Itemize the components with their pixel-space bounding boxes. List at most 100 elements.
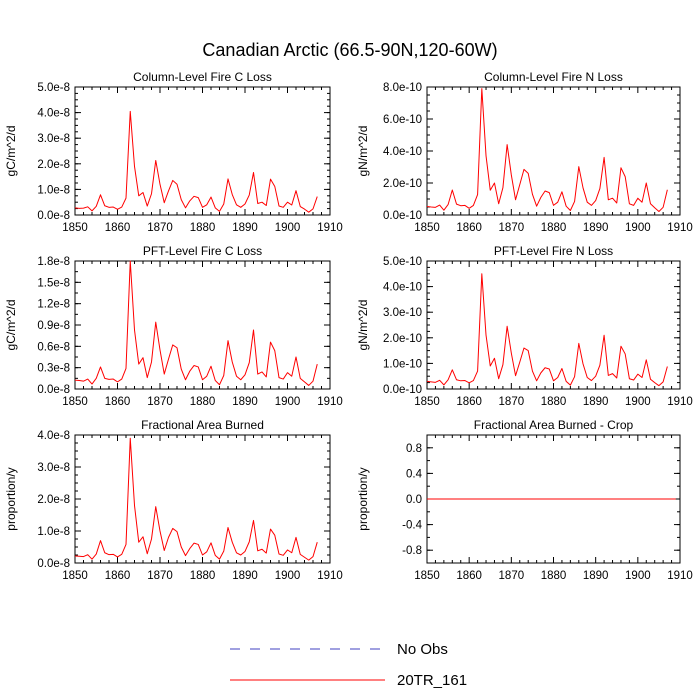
- y-tick-label: 0.9e-8: [37, 320, 70, 332]
- y-axis-label: proportion/y: [4, 467, 18, 530]
- x-tick-label: 1900: [625, 396, 651, 408]
- panel-title: PFT-Level Fire N Loss: [494, 244, 613, 258]
- x-tick-label: 1890: [232, 570, 258, 582]
- x-tick-label: 1850: [414, 396, 440, 408]
- y-tick-label: 1.0e-8: [37, 184, 70, 196]
- y-tick-label: -0.8: [402, 545, 422, 557]
- panel-title: PFT-Level Fire C Loss: [143, 244, 262, 258]
- y-axis-label: gN/m^2/d: [356, 300, 370, 351]
- plot-frame: [74, 86, 331, 216]
- x-tick-label: 1870: [147, 396, 173, 408]
- y-tick-label: 0.8: [406, 443, 422, 455]
- panel-title: Column-Level Fire C Loss: [133, 70, 272, 84]
- series-line-20tr-161: [74, 260, 318, 386]
- x-tick-label: 1880: [541, 396, 567, 408]
- y-tick-label: -0.4: [402, 520, 422, 532]
- x-tick-label: 1880: [190, 222, 216, 234]
- y-axis-label: gC/m^2/d: [4, 126, 18, 177]
- x-tick-label: 1890: [232, 396, 258, 408]
- y-tick-label: 5.0e-10: [383, 256, 422, 268]
- y-tick-label: 0.0e-8: [37, 384, 70, 396]
- legend-label-20tr: 20TR_161: [397, 672, 467, 689]
- y-tick-label: 1.2e-8: [37, 299, 70, 311]
- y-tick-label: 4.0e-10: [383, 146, 422, 158]
- x-tick-label: 1880: [190, 570, 216, 582]
- y-tick-label: 0.6e-8: [37, 341, 70, 353]
- x-tick-label: 1860: [456, 222, 482, 234]
- y-tick-label: 6.0e-10: [383, 114, 422, 126]
- y-tick-label: 3.0e-8: [37, 462, 70, 474]
- y-tick-label: 5.0e-8: [37, 82, 70, 94]
- y-tick-label: 1.8e-8: [37, 256, 70, 268]
- x-tick-label: 1890: [583, 396, 609, 408]
- series-line-20tr-161: [74, 437, 318, 561]
- panel-pft-fire-n-loss: PFT-Level Fire N Loss 1850 1860 1870 1880 189…: [356, 244, 693, 408]
- x-tick-label: 1860: [105, 396, 131, 408]
- y-tick-label: 8.0e-10: [383, 82, 422, 94]
- x-tick-label: 1900: [625, 222, 651, 234]
- x-tick-label: 1910: [317, 222, 343, 234]
- y-tick-label: 1.0e-8: [37, 526, 70, 538]
- x-tick-label: 1860: [456, 570, 482, 582]
- x-tick-label: 1910: [667, 222, 693, 234]
- panel-column-fire-c-loss: Column-Level Fire C Loss 1850 1860 1870 1880…: [4, 70, 343, 234]
- x-tick-label: 1870: [499, 222, 525, 234]
- plot-frame: [74, 260, 331, 390]
- x-tick-label: 1890: [232, 222, 258, 234]
- figure-title: Canadian Arctic (66.5-90N,120-60W): [202, 40, 497, 60]
- y-tick-label: 0.0e-8: [37, 558, 70, 570]
- x-tick-label: 1880: [541, 570, 567, 582]
- y-tick-label: 0.4: [406, 468, 423, 480]
- x-tick-label: 1910: [317, 570, 343, 582]
- x-tick-label: 1910: [667, 396, 693, 408]
- y-tick-label: 0.3e-8: [37, 363, 70, 375]
- panel-title: Fractional Area Burned - Crop: [474, 418, 634, 432]
- x-tick-label: 1870: [499, 570, 525, 582]
- x-tick-label: 1860: [105, 570, 131, 582]
- panel-fractional-area-burned: Fractional Area Burned 1850 1860 1870 1880 18…: [4, 418, 343, 582]
- x-tick-label: 1880: [541, 222, 567, 234]
- x-tick-label: 1860: [105, 222, 131, 234]
- x-tick-label: 1850: [414, 570, 440, 582]
- y-tick-label: 0.0: [406, 494, 422, 506]
- x-tick-label: 1850: [62, 396, 88, 408]
- panel-column-fire-n-loss: Column-Level Fire N Loss 1850 1860 1870 1880…: [356, 70, 693, 234]
- plot-frame: [74, 434, 331, 564]
- panel-title: Fractional Area Burned: [141, 418, 264, 432]
- series-line-20tr-161: [426, 88, 668, 212]
- panel-fractional-area-burned-crop: Fractional Area Burned - Crop 1850 1860 187…: [356, 418, 693, 582]
- y-axis-label: gC/m^2/d: [4, 300, 18, 351]
- y-tick-label: 0.0e-10: [383, 210, 422, 222]
- y-tick-label: 0.0e-10: [383, 384, 422, 396]
- x-tick-label: 1890: [583, 570, 609, 582]
- plot-frame: [426, 260, 681, 390]
- legend: No Obs 20TR_161: [230, 641, 467, 689]
- y-axis-label: proportion/y: [356, 467, 370, 530]
- x-tick-label: 1870: [499, 396, 525, 408]
- legend-label-no-obs: No Obs: [397, 641, 448, 658]
- y-tick-label: 4.0e-8: [37, 430, 70, 442]
- y-tick-label: 2.0e-10: [383, 178, 422, 190]
- series-line-20tr-161: [426, 273, 668, 387]
- x-tick-label: 1860: [456, 396, 482, 408]
- x-tick-label: 1850: [62, 570, 88, 582]
- x-tick-label: 1900: [275, 396, 301, 408]
- y-tick-label: 1.5e-8: [37, 277, 70, 289]
- y-tick-label: 2.0e-8: [37, 159, 70, 171]
- y-tick-label: 2.0e-10: [383, 333, 422, 345]
- y-axis-label: gN/m^2/d: [356, 126, 370, 177]
- x-tick-label: 1900: [275, 570, 301, 582]
- y-tick-label: 2.0e-8: [37, 494, 70, 506]
- y-tick-label: 1.0e-10: [383, 358, 422, 370]
- x-tick-label: 1890: [583, 222, 609, 234]
- x-tick-label: 1870: [147, 570, 173, 582]
- y-tick-label: 0.0e-8: [37, 210, 70, 222]
- plot-frame: [426, 86, 681, 216]
- x-tick-label: 1880: [190, 396, 216, 408]
- y-tick-label: 4.0e-8: [37, 108, 70, 120]
- y-tick-label: 4.0e-10: [383, 282, 422, 294]
- x-tick-label: 1850: [62, 222, 88, 234]
- x-tick-label: 1910: [317, 396, 343, 408]
- panel-title: Column-Level Fire N Loss: [484, 70, 623, 84]
